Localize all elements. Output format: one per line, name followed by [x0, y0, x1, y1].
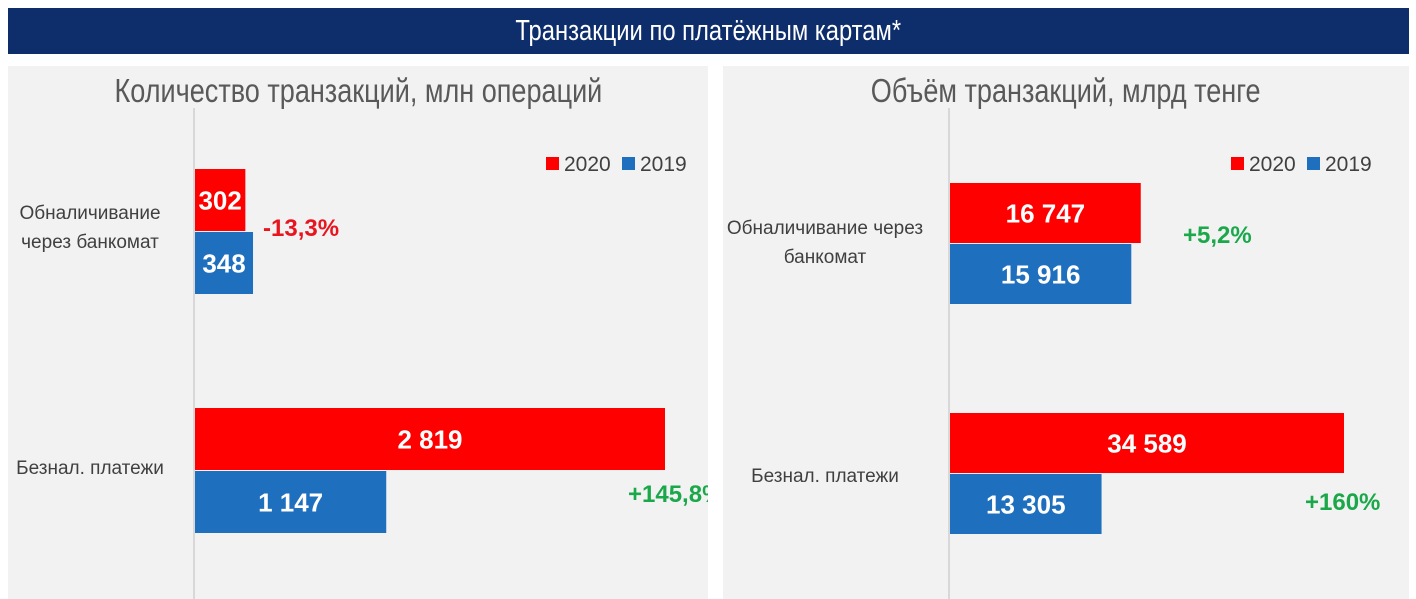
data-label-2020: 302 [198, 186, 241, 216]
category-label: Безнал. платежи [751, 466, 899, 487]
chart-panel-count: Количество транзакций, млн операций 2020… [8, 66, 708, 599]
legend-swatch-2020 [546, 157, 559, 170]
change-annotation: +160% [1305, 489, 1380, 516]
chart-volume-svg: 2020 2019 Обналичивание через банкомат 16 74… [727, 108, 1380, 599]
data-label-2019: 15 916 [1001, 260, 1081, 290]
data-label-2020: 16 747 [1006, 199, 1086, 229]
legend-label-2020: 2020 [564, 153, 611, 176]
bar-2020 [195, 408, 665, 470]
category-label: через банкомат [21, 232, 159, 253]
change-annotation: +145,8% [628, 481, 708, 508]
chart-title: Количество транзакций, млн операций [114, 72, 602, 109]
legend-label-2019: 2019 [1325, 153, 1372, 176]
page-title: Транзакции по платёжным картам* [515, 14, 902, 47]
legend-label-2019: 2019 [640, 153, 687, 176]
category-label: Обналичивание через [727, 218, 923, 239]
data-label-2019: 1 147 [258, 488, 323, 518]
chart-title: Объём транзакций, млрд тенге [871, 72, 1261, 109]
category-label: Безнал. платежи [16, 458, 164, 479]
bar-2020 [950, 183, 1141, 243]
data-label-2019: 348 [202, 249, 245, 279]
category-label: Обналичивание [19, 203, 160, 224]
bar-2019 [950, 244, 1132, 304]
chart-count-svg: 2020 2019 Обналичивание через банкомат 302 34… [16, 108, 708, 599]
bar-2019 [195, 471, 387, 533]
chart-panel-volume: Объём транзакций, млрд тенге 2020 2019 Обн… [723, 66, 1409, 599]
bar-2019 [950, 474, 1102, 534]
bar-2020 [195, 169, 246, 231]
change-annotation: -13,3% [263, 215, 339, 242]
category-label: банкомат [784, 247, 867, 268]
data-label-2020: 2 819 [397, 425, 462, 455]
legend-swatch-2020 [1231, 157, 1244, 170]
bar-2019 [195, 232, 254, 294]
data-label-2019: 13 305 [986, 490, 1066, 520]
legend-swatch-2019 [1307, 157, 1320, 170]
page-header: Транзакции по платёжным картам* [8, 8, 1409, 54]
legend-swatch-2019 [622, 157, 635, 170]
legend-label-2020: 2020 [1249, 153, 1296, 176]
data-label-2020: 34 589 [1107, 429, 1187, 459]
bar-2020 [950, 413, 1344, 473]
change-annotation: +5,2% [1183, 222, 1252, 249]
